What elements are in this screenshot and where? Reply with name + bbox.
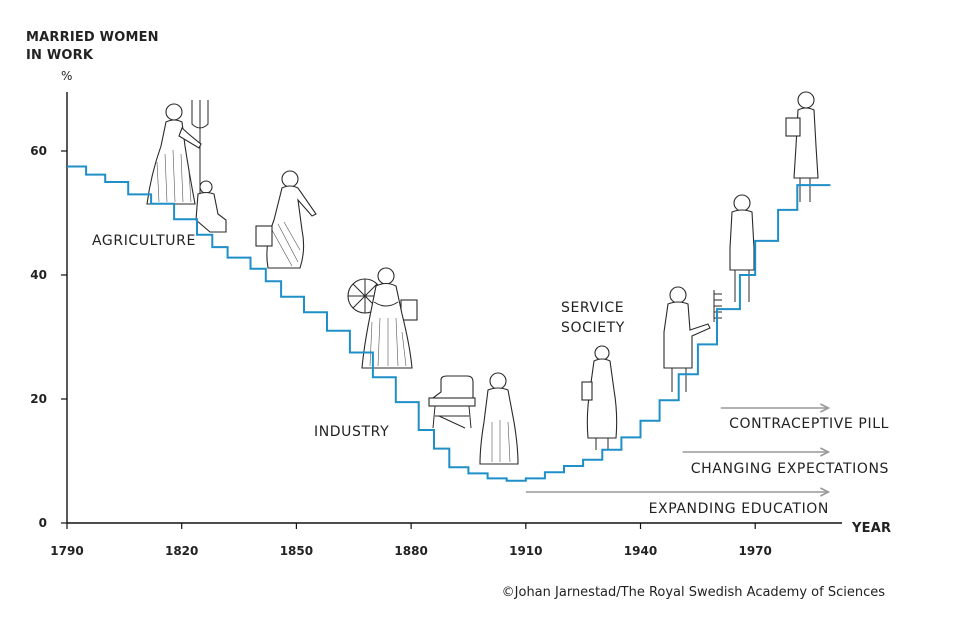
y-tick-label-60: 60 xyxy=(30,144,47,158)
x-tick-label-1970: 1970 xyxy=(738,544,771,558)
sewing-machine-illustration xyxy=(428,375,476,429)
career-woman-illustration xyxy=(729,194,755,302)
x-tick-label-1910: 1910 xyxy=(509,544,542,558)
y-axis-title-line2: IN WORK xyxy=(26,48,94,63)
child-illustration xyxy=(195,180,227,233)
farm-woman-illustration xyxy=(146,100,209,210)
y-tick-label-40: 40 xyxy=(30,268,47,282)
spinning-woman-illustration xyxy=(361,267,413,369)
y-axis-unit: % xyxy=(61,69,72,83)
x-tick-label-1790: 1790 xyxy=(50,544,83,558)
illustrations xyxy=(146,91,819,465)
x-tick-label-1880: 1880 xyxy=(394,544,427,558)
x-tick-label-1850: 1850 xyxy=(280,544,313,558)
credit-text: ©Johan Jarnestad/The Royal Swedish Acade… xyxy=(502,585,886,600)
factory-woman-illustration xyxy=(479,372,519,465)
y-tick-label-20: 20 xyxy=(30,392,47,406)
axes xyxy=(66,92,842,524)
x-tick-label-1940: 1940 xyxy=(624,544,657,558)
era-label-service-line2: SOCIETY xyxy=(561,320,625,336)
factor-arrowhead-2 xyxy=(820,487,831,497)
modern-woman-illustration xyxy=(785,91,819,202)
era-label-service-line1: SERVICE xyxy=(561,300,624,316)
factor-arrowhead-1 xyxy=(820,447,831,457)
y-axis-title-line1: MARRIED WOMEN xyxy=(26,30,159,45)
factor-label-contraceptive-pill: CONTRACEPTIVE PILL xyxy=(729,416,889,432)
ticks: 1790 1820 1850 1880 1910 1940 1970 0 20 40 60 xyxy=(30,144,772,558)
era-label-agriculture: AGRICULTURE xyxy=(92,233,196,249)
office-woman-illustration xyxy=(663,286,722,392)
factor-label-changing-expectations: CHANGING EXPECTATIONS xyxy=(691,461,889,477)
woman-with-bucket-illustration xyxy=(255,170,317,269)
service-woman-illustration xyxy=(581,345,618,450)
factor-arrowhead-0 xyxy=(820,403,831,413)
x-tick-label-1820: 1820 xyxy=(165,544,198,558)
x-axis-title: YEAR xyxy=(851,521,891,536)
factor-label-expanding-education: EXPANDING EDUCATION xyxy=(649,501,829,517)
era-label-industry: INDUSTRY xyxy=(314,424,389,440)
y-tick-label-0: 0 xyxy=(39,516,47,530)
factor-arrows xyxy=(525,403,831,497)
series-line xyxy=(67,165,831,482)
